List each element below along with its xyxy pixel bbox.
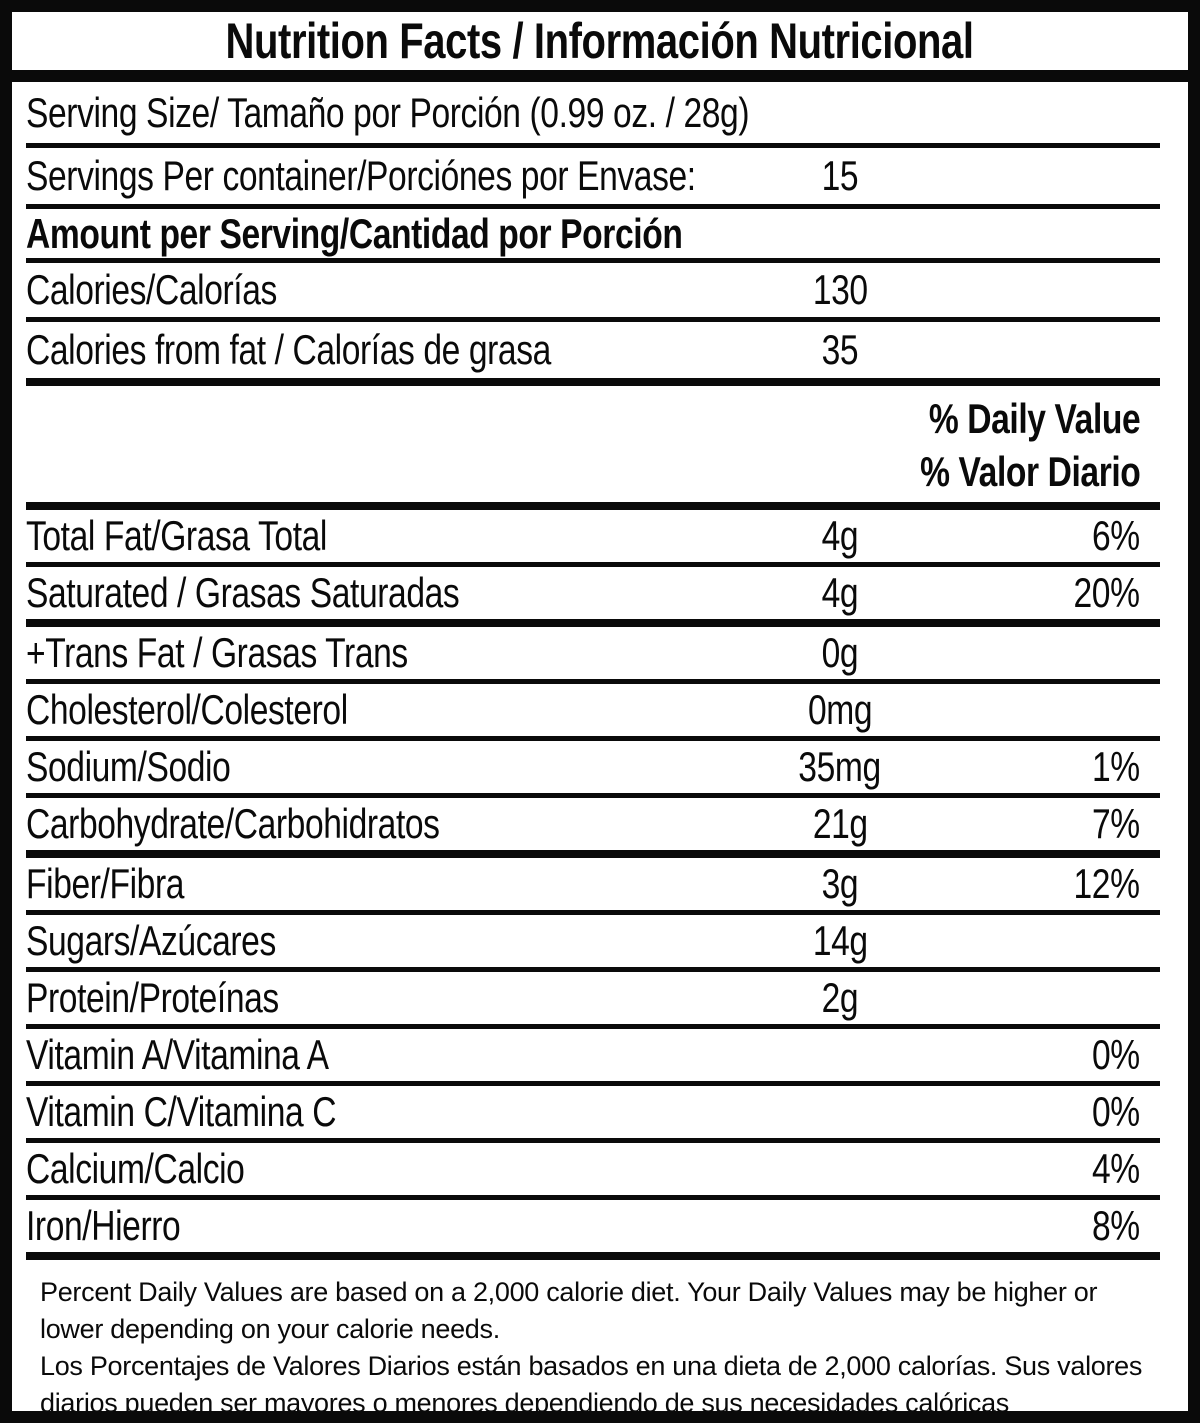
divider	[26, 967, 1160, 972]
nutrient-amount: 0mg	[807, 686, 873, 733]
divider	[26, 679, 1160, 684]
divider-heavy	[26, 850, 1160, 858]
nutrient-dv: 12%	[1073, 860, 1140, 907]
divider	[26, 910, 1160, 915]
nutrient-label: Saturated / Grasas Saturadas	[26, 569, 460, 616]
nutrient-row-vitamin-a: Vitamin A/Vitamina A 0%	[26, 1029, 1160, 1081]
calories-from-fat-label: Calories from fat / Calorías de grasa	[26, 326, 551, 373]
nutrient-row-cholesterol: Cholesterol/Colesterol 0mg	[26, 684, 1160, 736]
nutrient-label: Protein/Proteínas	[26, 974, 279, 1021]
calories-value: 130	[812, 266, 868, 313]
divider-heavy	[26, 619, 1160, 627]
calories-label: Calories/Calorías	[26, 266, 277, 313]
divider-heavy	[26, 502, 1160, 510]
nutrient-dv: 1%	[1092, 743, 1140, 790]
daily-value-header-es: % Valor Diario	[919, 447, 1141, 495]
nutrient-dv: 7%	[1092, 800, 1140, 847]
nutrient-row-iron: Iron/Hierro 8%	[26, 1200, 1160, 1252]
divider	[26, 143, 1160, 148]
nutrient-label: Sugars/Azúcares	[26, 917, 276, 964]
divider	[26, 317, 1160, 322]
nutrient-label: Carbohydrate/Carbohidratos	[26, 800, 440, 847]
nutrient-amount: 4g	[821, 569, 859, 616]
amount-per-serving-header-row: Amount per Serving/Cantidad por Porción	[26, 209, 1160, 258]
nutrient-dv: 4%	[1092, 1145, 1140, 1192]
daily-value-header-en-line: % Daily Value	[26, 392, 1160, 445]
calories-from-fat-row: Calories from fat / Calorías de grasa 35	[26, 322, 1160, 378]
nutrient-dv: 8%	[1092, 1202, 1140, 1249]
daily-value-header-block: % Daily Value % Valor Diario	[26, 386, 1160, 502]
nutrient-dv: 6%	[1092, 512, 1140, 559]
label-title-row: Nutrition Facts / Información Nutriciona…	[12, 12, 1188, 70]
nutrient-amount: 21g	[812, 800, 868, 847]
nutrient-row-sodium: Sodium/Sodio 35mg 1%	[26, 741, 1160, 793]
calories-row: Calories/Calorías 130	[26, 263, 1160, 317]
servings-per-container-value: 15	[821, 152, 859, 199]
footnote: Percent Daily Values are based on a 2,00…	[26, 1260, 1160, 1418]
nutrient-label: Iron/Hierro	[26, 1202, 181, 1249]
nutrient-dv: 20%	[1073, 569, 1140, 616]
nutrient-row-vitamin-c: Vitamin C/Vitamina C 0%	[26, 1086, 1160, 1138]
nutrient-amount: 2g	[821, 974, 859, 1021]
daily-value-header-en: % Daily Value	[928, 394, 1141, 442]
nutrient-amount: 14g	[812, 917, 868, 964]
divider	[26, 736, 1160, 741]
nutrient-label: Calcium/Calcio	[26, 1145, 245, 1192]
nutrient-label: Fiber/Fibra	[26, 860, 185, 907]
nutrient-row-protein: Protein/Proteínas 2g	[26, 972, 1160, 1024]
footnote-english: Percent Daily Values are based on a 2,00…	[40, 1277, 1098, 1344]
nutrient-row-saturated-fat: Saturated / Grasas Saturadas 4g 20%	[26, 567, 1160, 619]
divider-heavy	[26, 378, 1160, 386]
amount-per-serving-header: Amount per Serving/Cantidad por Porción	[26, 209, 683, 257]
nutrient-row-calcium: Calcium/Calcio 4%	[26, 1143, 1160, 1195]
divider	[26, 258, 1160, 263]
divider	[26, 1081, 1160, 1086]
nutrient-amount: 35mg	[798, 743, 882, 790]
divider	[26, 562, 1160, 567]
serving-size-text: Serving Size/ Tamaño por Porción (0.99 o…	[26, 88, 750, 136]
nutrient-label: Total Fat/Grasa Total	[26, 512, 327, 559]
nutrient-amount: 0g	[821, 629, 859, 676]
nutrient-dv: 0%	[1092, 1031, 1140, 1078]
nutrient-dv: 0%	[1092, 1088, 1140, 1135]
daily-value-header-es-line: % Valor Diario	[26, 445, 1160, 498]
title-separator-bar	[12, 70, 1188, 82]
nutrient-label: Vitamin A/Vitamina A	[26, 1031, 329, 1078]
nutrient-row-trans-fat: +Trans Fat / Grasas Trans 0g	[26, 627, 1160, 679]
nutrient-label: +Trans Fat / Grasas Trans	[26, 629, 408, 676]
label-title: Nutrition Facts / Información Nutriciona…	[225, 13, 975, 69]
nutrient-label: Vitamin C/Vitamina C	[26, 1088, 337, 1135]
nutrient-row-fiber: Fiber/Fibra 3g 12%	[26, 858, 1160, 910]
divider	[26, 1138, 1160, 1143]
nutrient-amount: 4g	[821, 512, 859, 559]
nutrient-label: Cholesterol/Colesterol	[26, 686, 348, 733]
servings-per-container-label: Servings Per container/Porciónes por Env…	[26, 152, 696, 199]
divider	[26, 793, 1160, 798]
nutrient-label: Sodium/Sodio	[26, 743, 231, 790]
nutrient-row-sugars: Sugars/Azúcares 14g	[26, 915, 1160, 967]
footnote-spanish: Los Porcentajes de Valores Diarios están…	[40, 1351, 1143, 1418]
calories-from-fat-value: 35	[821, 326, 859, 373]
nutrient-amount: 3g	[821, 860, 859, 907]
nutrient-row-total-fat: Total Fat/Grasa Total 4g 6%	[26, 510, 1160, 562]
nutrient-row-carbohydrate: Carbohydrate/Carbohidratos 21g 7%	[26, 798, 1160, 850]
serving-size-row: Serving Size/ Tamaño por Porción (0.99 o…	[26, 82, 1160, 143]
divider-heavy	[26, 1252, 1160, 1260]
label-content: Serving Size/ Tamaño por Porción (0.99 o…	[26, 82, 1160, 1418]
divider	[26, 1195, 1160, 1200]
divider	[26, 204, 1160, 209]
servings-per-container-row: Servings Per container/Porciónes por Env…	[26, 148, 1160, 204]
divider	[26, 1024, 1160, 1029]
